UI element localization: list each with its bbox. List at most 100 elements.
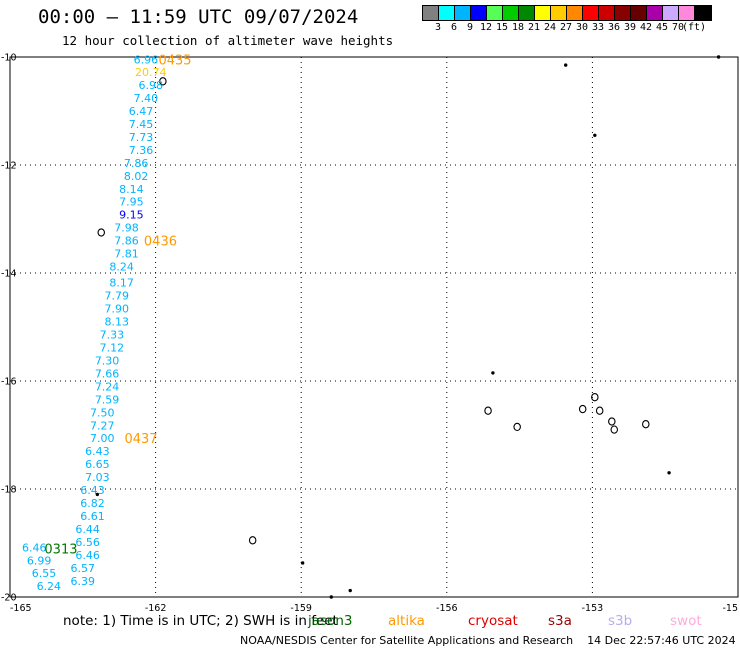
credit-line: NOAA/NESDIS Center for Satellite Applica… <box>240 634 736 647</box>
color-swatch <box>551 6 567 20</box>
color-scale-label: (ft) <box>681 22 707 33</box>
wave-height-value: 6.39 <box>71 575 96 588</box>
map-title: 00:00 – 11:59 UTC 09/07/2024 <box>38 6 359 28</box>
island-outline <box>484 406 492 415</box>
color-swatch <box>615 6 631 20</box>
satellite-legend-item: s3a <box>548 613 572 629</box>
color-swatch <box>535 6 551 20</box>
island-outline <box>642 420 650 429</box>
color-scale-label: 33 <box>591 22 605 33</box>
wave-height-value: 7.30 <box>95 354 120 367</box>
island-outlines <box>95 55 721 599</box>
wave-height-value: 7.12 <box>100 342 125 355</box>
wave-height-value: 7.98 <box>114 222 139 235</box>
pass-time-label: 0437 <box>124 432 157 447</box>
wave-height-value: 8.13 <box>105 316 130 329</box>
island-outline <box>610 425 618 434</box>
wave-height-value: 6.82 <box>80 497 105 510</box>
wave-height-value: 6.61 <box>80 510 105 523</box>
color-swatch <box>663 6 679 20</box>
wave-height-value: 6.46 <box>75 549 100 562</box>
color-swatch <box>487 6 503 20</box>
color-scale-label: 12 <box>479 22 493 33</box>
island-dot <box>716 55 721 59</box>
wave-height-value: 7.40 <box>134 92 159 105</box>
wave-height-value: 6.44 <box>75 523 100 536</box>
footnote: note: 1) Time is in UTC; 2) SWH is in fe… <box>63 613 338 629</box>
color-swatch <box>503 6 519 20</box>
color-scale-label: 18 <box>511 22 525 33</box>
wave-height-value: 7.90 <box>105 303 130 316</box>
color-scale-label: 27 <box>559 22 573 33</box>
wave-height-value: 6.55 <box>32 567 57 580</box>
wave-height-value: 7.95 <box>119 196 144 209</box>
color-scale-label: 24 <box>543 22 557 33</box>
wave-height-value: 7.24 <box>95 380 120 393</box>
island-dot <box>564 63 568 67</box>
map-frame <box>9 56 739 598</box>
wave-height-value: 7.66 <box>95 367 120 380</box>
x-tick-label: -153 <box>582 603 604 614</box>
island-outline <box>97 228 105 237</box>
island-dot <box>491 371 495 375</box>
wave-height-value: 7.79 <box>105 290 130 303</box>
color-scale-label: 39 <box>623 22 637 33</box>
wave-height-value: 7.73 <box>129 131 154 144</box>
satellite-legend-item: swot <box>670 613 702 629</box>
color-scale-legend <box>422 5 712 21</box>
wave-height-value: 6.47 <box>129 105 154 118</box>
pass-time-label: 0435 <box>158 54 191 69</box>
color-swatch <box>519 6 535 20</box>
island-dot <box>667 471 671 475</box>
y-tick-label: -12 <box>1 161 17 172</box>
observation-labels: 6.9620.746.987.406.477.457.737.367.868.0… <box>22 54 166 594</box>
wave-height-value: 6.57 <box>71 562 96 575</box>
wave-height-value: 7.03 <box>85 471 110 484</box>
wave-height-value: 7.27 <box>90 419 115 432</box>
color-swatch <box>695 6 711 20</box>
color-swatch <box>583 6 599 20</box>
y-tick-label: -20 <box>1 593 17 604</box>
color-swatch <box>679 6 695 20</box>
island-dot <box>593 133 597 137</box>
island-dot <box>348 588 352 593</box>
wave-height-value: 6.46 <box>22 541 47 554</box>
wave-height-value: 6.99 <box>27 554 52 567</box>
color-scale-label: 70 <box>671 22 685 33</box>
x-tick-label: -156 <box>436 603 458 614</box>
wave-height-value: 6.43 <box>85 445 110 458</box>
color-swatch <box>471 6 487 20</box>
satellite-legend-item: s3b <box>608 613 633 629</box>
color-swatch <box>647 6 663 20</box>
color-scale-label: 45 <box>655 22 669 33</box>
wave-height-value: 8.17 <box>109 277 134 290</box>
wave-height-value: 7.86 <box>124 157 149 170</box>
wave-height-value: 7.81 <box>114 248 139 261</box>
wave-height-value: 7.50 <box>90 406 115 419</box>
color-scale-label: 21 <box>527 22 541 33</box>
wave-height-value: 9.15 <box>119 209 144 222</box>
wave-height-value: 6.98 <box>138 79 163 92</box>
color-swatch <box>567 6 583 20</box>
island-dot <box>300 561 305 565</box>
island-outline <box>248 536 257 545</box>
color-swatch <box>455 6 471 20</box>
island-dot <box>95 492 100 497</box>
island-outline <box>578 404 587 414</box>
island-outline <box>591 393 599 402</box>
wave-height-value: 8.24 <box>109 261 134 274</box>
wave-height-value: 7.86 <box>114 235 139 248</box>
x-tick-label: -165 <box>10 603 32 614</box>
color-scale-label: 6 <box>450 22 458 33</box>
pass-time-label: 0436 <box>144 235 177 250</box>
y-tick-label: -16 <box>1 377 17 388</box>
wave-height-value: 7.36 <box>129 144 154 157</box>
wave-height-value: 7.00 <box>90 432 115 445</box>
color-scale-label: 30 <box>575 22 589 33</box>
axis-tick-labels: -165 -162 -159 -156 -153 -15 -10 -12 -14 -16 -18 -2… <box>1 53 738 615</box>
satellite-legend-item: altika <box>388 613 425 629</box>
color-scale-label: 9 <box>466 22 474 33</box>
color-swatch <box>631 6 647 20</box>
map-subtitle: 12 hour collection of altimeter wave hei… <box>62 33 394 48</box>
